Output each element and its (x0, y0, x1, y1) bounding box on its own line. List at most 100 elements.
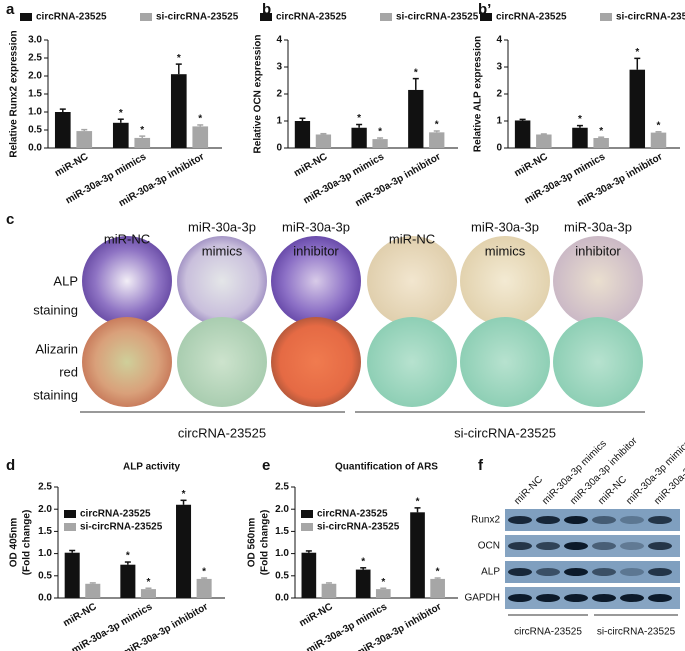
bar (372, 139, 388, 148)
error-bar (377, 137, 384, 140)
x-tick-label: miR-NC (61, 601, 98, 629)
legend-swatch (301, 510, 313, 518)
row-label: staining (33, 387, 78, 402)
well-photo (82, 317, 172, 407)
y-tick-label: 0.5 (38, 570, 52, 581)
legend-swatch (140, 13, 152, 21)
bar (355, 569, 371, 598)
column-label: inhibitor (575, 243, 621, 258)
blot-band (620, 516, 644, 524)
bar (321, 583, 337, 598)
blot (505, 509, 680, 609)
significance-marker: * (599, 126, 603, 137)
bar (375, 589, 391, 598)
bar (54, 112, 71, 148)
error-bar (81, 128, 88, 132)
protein-label: Runx2 (471, 515, 500, 526)
y-tick-label: 2 (496, 89, 502, 100)
y-tick-label: 2.0 (275, 504, 289, 515)
error-bar (634, 57, 641, 70)
y-tick-label: 2.5 (38, 482, 52, 493)
y-tick-label: 1.0 (275, 548, 289, 559)
error-bar (414, 507, 421, 513)
blot-band (508, 542, 532, 550)
y-tick-label: 1.0 (28, 107, 42, 118)
error-bar (69, 549, 76, 553)
blot-band (592, 594, 616, 602)
well-photo (367, 236, 457, 326)
y-axis-label: (Fold change) (22, 510, 33, 576)
significance-marker: * (126, 551, 130, 562)
error-bar (598, 136, 605, 139)
y-tick-label: 1.5 (275, 526, 289, 537)
panel-letter: e (262, 457, 270, 474)
error-bar (360, 567, 367, 570)
well-photo (177, 317, 267, 407)
bar (430, 578, 445, 598)
bar (301, 552, 317, 598)
error-bar (299, 117, 306, 121)
column-label: mimics (202, 243, 243, 258)
well-photo (367, 317, 457, 407)
error-bar (433, 130, 440, 133)
y-tick-label: 2.0 (38, 504, 52, 515)
bar (120, 564, 136, 598)
bar (294, 121, 311, 148)
row-label: Alizarin (35, 341, 78, 356)
y-axis-label: Relative ALP expression (473, 36, 484, 152)
y-tick-label: 2.0 (28, 71, 42, 82)
y-tick-label: 3.0 (28, 35, 42, 46)
panel-letter: d (6, 457, 15, 474)
significance-marker: * (140, 125, 144, 136)
blot-band (508, 568, 532, 576)
legend-swatch (301, 523, 313, 531)
bar (536, 134, 552, 148)
column-label: miR-30a-3p (188, 219, 256, 234)
column-label: miR-30a-3p (282, 219, 350, 234)
legend-label: circRNA-23525 (80, 509, 151, 520)
y-tick-label: 0 (276, 143, 282, 154)
legend-label: si-circRNA-23525 (156, 12, 239, 23)
group-label: circRNA-23525 (514, 627, 582, 638)
blot-band (536, 542, 560, 550)
y-tick-label: 0 (496, 143, 502, 154)
row-label: staining (33, 302, 78, 317)
y-tick-label: 1.0 (38, 548, 52, 559)
significance-marker: * (119, 108, 123, 119)
panel-letter: b (262, 1, 271, 18)
error-bar (576, 124, 583, 128)
well-photo (553, 317, 643, 407)
blot-band (536, 516, 560, 524)
error-bar (325, 582, 332, 584)
row-label: ALP (53, 273, 78, 288)
protein-label: ALP (481, 567, 500, 578)
legend-label: circRNA-23525 (496, 12, 567, 23)
bar (572, 127, 588, 148)
significance-marker: * (177, 53, 181, 64)
y-tick-label: 2.5 (28, 53, 42, 64)
column-label: miR-30a-3p (564, 219, 632, 234)
error-bar (89, 582, 96, 584)
group-label: si-circRNA-23525 (597, 627, 676, 638)
blot-band (620, 542, 644, 550)
chart-title: Quantification of ARS (335, 462, 438, 473)
well-photo (82, 236, 172, 326)
column-label: mimics (485, 243, 526, 258)
column-label: miR-NC (104, 231, 150, 246)
legend-swatch (260, 13, 272, 21)
bar (629, 69, 646, 148)
y-axis-label: OD 405nm (9, 518, 20, 568)
bar (134, 137, 151, 148)
blot-band (564, 542, 588, 550)
significance-marker: * (361, 556, 365, 567)
y-tick-label: 2.5 (275, 482, 289, 493)
y-tick-label: 4 (276, 35, 282, 46)
legend-label: si-circRNA-23525 (616, 12, 685, 23)
blot-band (564, 568, 588, 576)
legend-label: circRNA-23525 (317, 509, 388, 520)
y-tick-label: 0.0 (28, 143, 42, 154)
blot-band (508, 516, 532, 524)
significance-marker: * (416, 497, 420, 508)
legend-swatch (64, 510, 76, 518)
blot-band (592, 568, 616, 576)
